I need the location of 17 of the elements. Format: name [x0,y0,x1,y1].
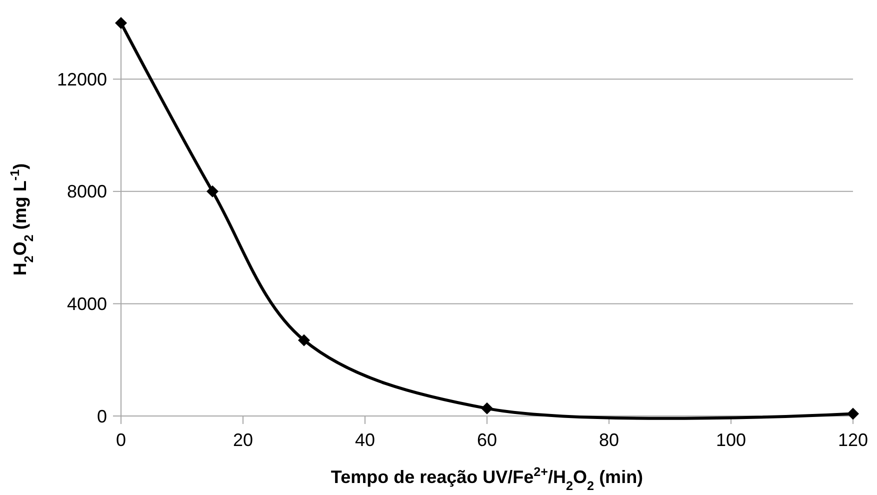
y-tick-label: 0 [96,406,107,426]
x-tick-label: 0 [116,430,126,450]
x-tick-label: 80 [598,430,620,450]
x-tick-label: 20 [232,430,254,450]
y-tick-label: 12000 [56,69,107,90]
y-tick-label: 4000 [66,294,107,314]
x-tick-label: 60 [476,430,498,450]
x-axis-title: Tempo de reação UV/Fe$^{2+}$/H$_{2}$O$_{2}$ (min) [330,465,644,493]
x-tick-label: 100 [716,430,746,450]
point [206,185,218,198]
x-tick-label: 120 [838,430,868,450]
point [115,17,127,29]
point [847,408,859,420]
y-tick-label: 8000 [66,182,107,202]
x-tick-label: 40 [354,430,376,450]
point [298,334,310,346]
point [481,402,493,414]
